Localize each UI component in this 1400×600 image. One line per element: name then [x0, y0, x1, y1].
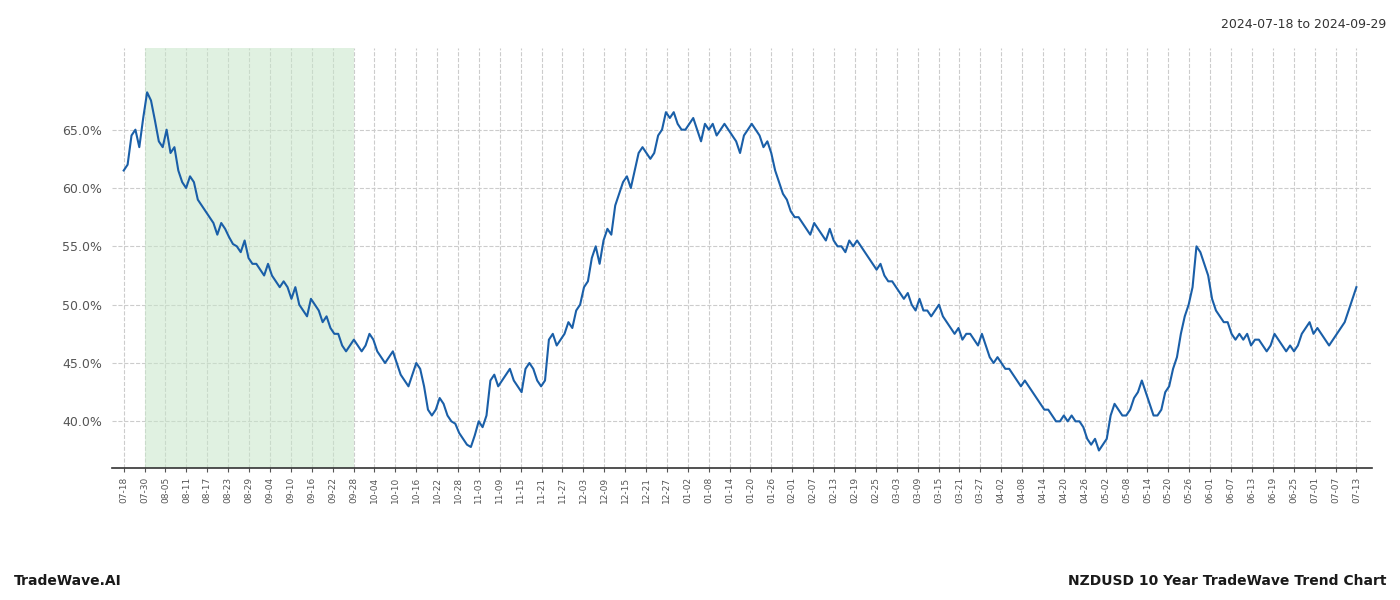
- Text: NZDUSD 10 Year TradeWave Trend Chart: NZDUSD 10 Year TradeWave Trend Chart: [1067, 574, 1386, 588]
- Text: 2024-07-18 to 2024-09-29: 2024-07-18 to 2024-09-29: [1221, 18, 1386, 31]
- Bar: [144, 48, 354, 468]
- Text: TradeWave.AI: TradeWave.AI: [14, 574, 122, 588]
